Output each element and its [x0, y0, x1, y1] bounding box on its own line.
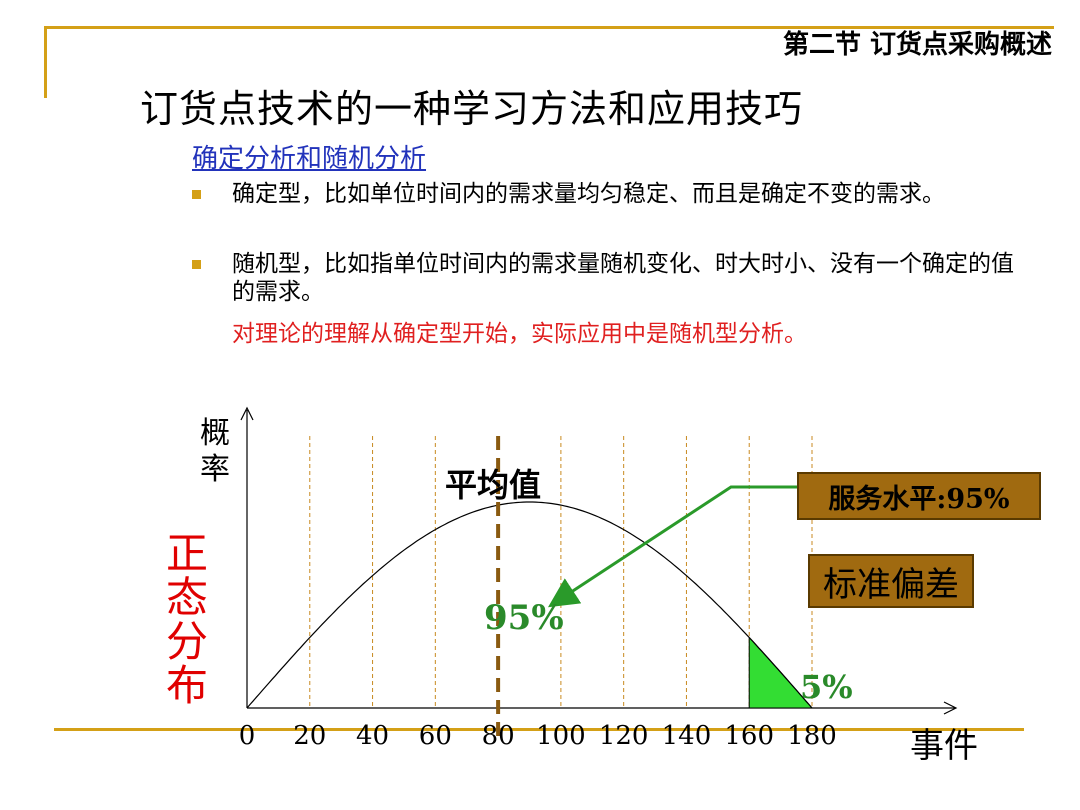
x-axis-arrow-icon: [943, 701, 958, 715]
section-title: 第二节 订货点采购概述: [782, 30, 1052, 60]
percent-5-label: 5%: [800, 668, 853, 706]
x-tick-label-0: 0: [239, 721, 256, 751]
frame-top-border: [44, 26, 1054, 29]
bullet-text: 随机型，比如指单位时间内的需求量随机变化、时大时小、没有一个确定的值的需求。: [232, 251, 1014, 305]
y-axis-label: 概率: [200, 416, 230, 487]
x-tick-label-160: 160: [724, 721, 774, 751]
x-tick-label-80: 80: [482, 721, 515, 751]
x-tick-label-120: 120: [599, 721, 649, 751]
note-text: 对理论的理解从确定型开始，实际应用中是随机型分析。: [232, 321, 807, 347]
y-axis-arrow-icon: [240, 406, 254, 421]
service-level-box: 服务水平:95%: [797, 472, 1041, 520]
x-tick-label-60: 60: [419, 721, 452, 751]
gridlines: [309, 436, 813, 708]
distribution-label: 正态分布: [166, 529, 209, 710]
frame-bottom-border: [54, 728, 1024, 731]
bullet-square-icon: [192, 190, 201, 199]
bullet-text: 确定型，比如单位时间内的需求量均匀稳定、而且是确定不变的需求。: [232, 181, 945, 207]
x-tick-label-180: 180: [787, 721, 837, 751]
mean-label: 平均值: [445, 466, 542, 504]
x-tick-label-100: 100: [536, 721, 586, 751]
subtitle-link[interactable]: 确定分析和随机分析: [192, 144, 427, 174]
x-tick-label-140: 140: [662, 721, 712, 751]
x-tick-labels: 0 20 40 60 80 100 120 140 160 180: [239, 721, 837, 751]
slide-title: 订货点技术的一种学习方法和应用技巧: [140, 87, 804, 131]
frame-left-border: [44, 26, 47, 98]
pointer-arrow: [547, 485, 797, 608]
x-axis-label: 事件: [910, 726, 978, 766]
x-tick-label-40: 40: [356, 721, 389, 751]
std-deviation-box: 标准偏差: [808, 554, 974, 608]
bullet-square-icon: [192, 260, 201, 269]
distribution-curve: [246, 501, 813, 709]
x-tick-label-20: 20: [293, 721, 326, 751]
percent-95-label: 95%: [484, 598, 564, 638]
